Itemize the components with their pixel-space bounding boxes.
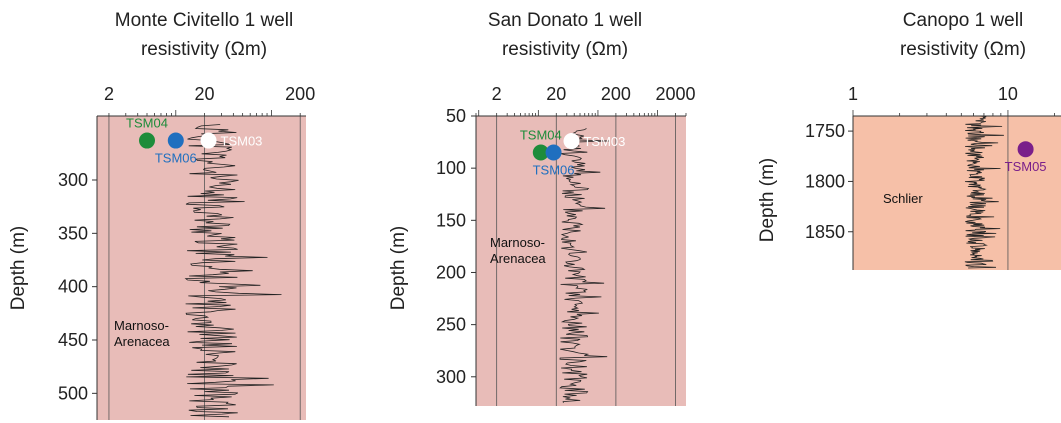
plot-area: 2 20 200 2000 50 100 150 200 250 300 Marnoso-Arena… bbox=[436, 84, 696, 406]
x-tick-label: 10 bbox=[998, 84, 1018, 104]
sample-marker-label: TSM06 bbox=[533, 163, 575, 178]
x-tick-label: 2000 bbox=[655, 84, 695, 104]
resistivity-log-trace bbox=[559, 128, 610, 403]
y-tick-label: 450 bbox=[58, 330, 88, 350]
y-tick-label: 150 bbox=[436, 210, 466, 230]
plot-area: 1 10 1750 1800 1850 Schlier TSM05 bbox=[805, 84, 1061, 270]
sample-marker-label: TSM04 bbox=[126, 116, 168, 131]
panel-title-line1: Monte Civitello 1 well bbox=[115, 10, 293, 31]
panel-canopo: Canopo 1 well resistivity (Ωm) 1 10 1750 18… bbox=[757, 10, 1061, 270]
y-tick-label: 200 bbox=[436, 262, 466, 282]
y-tick-label: 1800 bbox=[805, 171, 845, 191]
sample-marker-label: TSM03 bbox=[583, 134, 625, 149]
x-tick-label: 20 bbox=[195, 84, 215, 104]
formation-label: Arenacea bbox=[114, 334, 170, 349]
panel-title-line2: resistivity (Ωm) bbox=[141, 39, 267, 60]
plot-area: 2 20 200 300 350 400 450 500 Marnoso-Arenacea TSM… bbox=[58, 84, 315, 420]
sample-marker bbox=[200, 132, 217, 149]
sample-marker bbox=[138, 132, 155, 149]
resistivity-log-trace bbox=[964, 115, 1004, 269]
sample-marker-label: TSM06 bbox=[155, 151, 197, 166]
formation-label: Arenacea bbox=[490, 251, 546, 266]
panel-monte-civitello: Monte Civitello 1 well resistivity (Ωm) … bbox=[8, 10, 315, 420]
x-tick-label: 2 bbox=[492, 84, 502, 104]
x-tick-label: 200 bbox=[285, 84, 315, 104]
sample-marker-label: TSM04 bbox=[520, 128, 562, 143]
panel-title-line1: San Donato 1 well bbox=[488, 10, 642, 31]
sample-marker-label: TSM05 bbox=[1005, 159, 1047, 174]
y-tick-label: 1850 bbox=[805, 222, 845, 242]
y-tick-label: 50 bbox=[446, 106, 466, 126]
y-axis-label: Depth (m) bbox=[8, 226, 29, 310]
sample-marker bbox=[545, 144, 562, 161]
y-tick-label: 1750 bbox=[805, 121, 845, 141]
x-tick-label: 200 bbox=[601, 84, 631, 104]
formation-label: Marnoso- bbox=[114, 318, 169, 333]
x-tick-label: 1 bbox=[848, 84, 858, 104]
y-tick-label: 500 bbox=[58, 383, 88, 403]
y-tick-label: 300 bbox=[58, 170, 88, 190]
y-axis-label: Depth (m) bbox=[757, 158, 778, 242]
sample-marker bbox=[167, 132, 184, 149]
y-axis-label: Depth (m) bbox=[388, 226, 409, 310]
formation-label: Marnoso- bbox=[490, 235, 545, 250]
y-tick-label: 250 bbox=[436, 315, 466, 335]
sample-marker bbox=[1017, 141, 1034, 158]
panel-title-line1: Canopo 1 well bbox=[903, 10, 1023, 31]
sample-marker-label: TSM03 bbox=[221, 134, 263, 149]
resistivity-log-trace bbox=[184, 124, 282, 418]
y-tick-label: 100 bbox=[436, 158, 466, 178]
plot-background bbox=[97, 116, 306, 420]
formation-label: Schlier bbox=[883, 191, 923, 206]
panel-title-line2: resistivity (Ωm) bbox=[502, 39, 628, 60]
x-tick-label: 20 bbox=[546, 84, 566, 104]
panel-title-line2: resistivity (Ωm) bbox=[900, 39, 1026, 60]
panel-san-donato: San Donato 1 well resistivity (Ωm) 2 20 20… bbox=[388, 10, 696, 406]
x-tick-label: 2 bbox=[104, 84, 114, 104]
y-tick-label: 400 bbox=[58, 277, 88, 297]
y-tick-label: 350 bbox=[58, 223, 88, 243]
sample-marker bbox=[532, 144, 549, 161]
sample-marker bbox=[563, 133, 580, 150]
y-tick-label: 300 bbox=[436, 367, 466, 387]
